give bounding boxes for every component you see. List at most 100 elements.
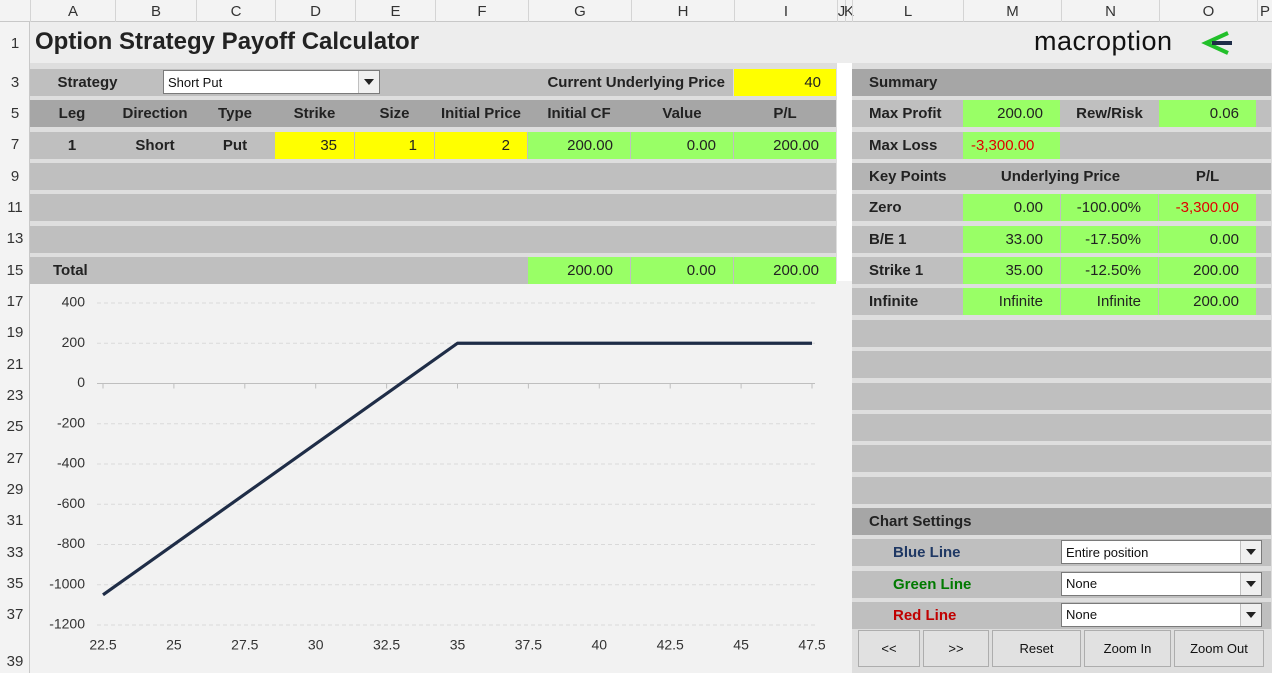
column-header: H <box>631 0 734 22</box>
row-band <box>30 225 836 253</box>
cell: -17.50% <box>1061 225 1158 253</box>
button[interactable]: Zoom Out <box>1174 630 1264 667</box>
y-tick-label: -1000 <box>49 575 85 591</box>
cell: 0.06 <box>1159 100 1256 128</box>
row-number: 21 <box>6 355 24 373</box>
cell: 1 <box>67 136 77 154</box>
column-header: O <box>1159 0 1257 22</box>
row-number: 33 <box>6 543 24 561</box>
y-tick-label: 400 <box>62 294 86 310</box>
row-band <box>852 445 1271 473</box>
row-band <box>852 131 1271 159</box>
cell: 0.00 <box>1159 225 1256 253</box>
dropdown-arrow[interactable] <box>1240 541 1261 564</box>
row-band <box>852 476 1271 504</box>
column-header: J <box>837 0 845 22</box>
column-header: N <box>1061 0 1159 22</box>
button[interactable]: << <box>858 630 920 667</box>
row-number: 29 <box>6 481 24 499</box>
column-header: P <box>1257 0 1272 22</box>
row-number: 31 <box>6 512 24 530</box>
row-number: 35 <box>6 575 24 593</box>
cell: 35.00 <box>963 257 1060 285</box>
column-header: L <box>852 0 963 22</box>
column-header-bar <box>0 0 1272 22</box>
cell: Infinite <box>963 288 1060 316</box>
cell: Strike 1 <box>869 262 924 280</box>
cell: 33.00 <box>963 225 1060 253</box>
y-tick-label: -800 <box>57 535 85 551</box>
x-tick-label: 35 <box>450 637 466 653</box>
cell: Strike <box>293 105 336 123</box>
y-tick-label: -1200 <box>49 616 85 632</box>
cell: Max Profit <box>869 105 942 123</box>
row-band <box>852 351 1271 379</box>
x-tick-label: 42.5 <box>657 637 684 653</box>
row-number: 39 <box>6 652 24 670</box>
arrow-icon <box>1246 611 1256 618</box>
x-tick-label: 32.5 <box>373 637 400 653</box>
arrow-icon <box>364 79 374 85</box>
y-tick-label: -200 <box>57 414 85 430</box>
cell: P/L <box>1195 168 1220 186</box>
column-header: I <box>734 0 837 22</box>
button[interactable]: Zoom In <box>1084 630 1171 667</box>
dropdown[interactable]: Entire position <box>1061 540 1262 565</box>
cell: Red Line <box>893 606 957 624</box>
cell: Underlying Price <box>1000 168 1121 186</box>
cell: Zero <box>869 199 902 217</box>
column-header: M <box>963 0 1061 22</box>
arrow-icon <box>1246 580 1256 587</box>
column-header: K <box>844 0 854 22</box>
cell: 35 <box>275 131 354 159</box>
dropdown-arrow[interactable] <box>358 71 379 93</box>
column-header: D <box>275 0 355 22</box>
dropdown-arrow[interactable] <box>1240 603 1261 626</box>
cell: 200.00 <box>528 131 630 159</box>
row-number: 5 <box>10 104 20 122</box>
dropdown[interactable]: None <box>1061 602 1262 627</box>
arrow-icon <box>1246 549 1256 556</box>
x-tick-label: 47.5 <box>798 637 825 653</box>
dropdown[interactable]: Short Put <box>163 70 380 94</box>
cell: -3,300.00 <box>963 131 1060 159</box>
dropdown-arrow[interactable] <box>1240 572 1261 595</box>
cell: 1 <box>355 131 434 159</box>
row-band <box>852 319 1271 347</box>
x-tick-label: 45 <box>733 637 749 653</box>
cell: Chart Settings <box>852 507 1271 535</box>
cell: Put <box>222 136 248 154</box>
title-row <box>30 22 1272 63</box>
cell: -12.50% <box>1061 257 1158 285</box>
logo-icon <box>1201 31 1232 55</box>
button[interactable]: >> <box>923 630 989 667</box>
row-number: 9 <box>10 167 20 185</box>
y-tick-label: 0 <box>77 374 85 390</box>
cell: Value <box>662 105 702 123</box>
row-number: 1 <box>10 34 20 52</box>
cell: Short <box>135 136 175 154</box>
cell: 200.00 <box>1159 288 1256 316</box>
cell: 200.00 <box>1159 257 1256 285</box>
x-tick-label: 22.5 <box>89 637 116 653</box>
row-number: 19 <box>6 324 24 342</box>
cell: Max Loss <box>869 136 938 154</box>
cell: 200.00 <box>734 131 836 159</box>
row-band <box>852 382 1271 410</box>
cell: 200.00 <box>963 100 1060 128</box>
x-tick-label: 37.5 <box>515 637 542 653</box>
row-number: 27 <box>6 449 24 467</box>
cell: Key Points <box>869 168 947 186</box>
dropdown[interactable]: None <box>1061 571 1262 596</box>
cell: Infinite <box>1061 288 1158 316</box>
column-header: C <box>196 0 275 22</box>
cell: 2 <box>435 131 527 159</box>
cell: 200.00 <box>528 257 630 285</box>
header-band <box>852 163 1271 191</box>
cell: -100.00% <box>1061 194 1158 222</box>
x-tick-label: 27.5 <box>231 637 258 653</box>
row-band <box>30 69 733 96</box>
payoff-chart: -1200 -1000 -800 -600 -400 -200 0 200 400 22.5 25 2… <box>49 294 826 653</box>
button[interactable]: Reset <box>992 630 1081 667</box>
column-header: A <box>30 0 115 22</box>
